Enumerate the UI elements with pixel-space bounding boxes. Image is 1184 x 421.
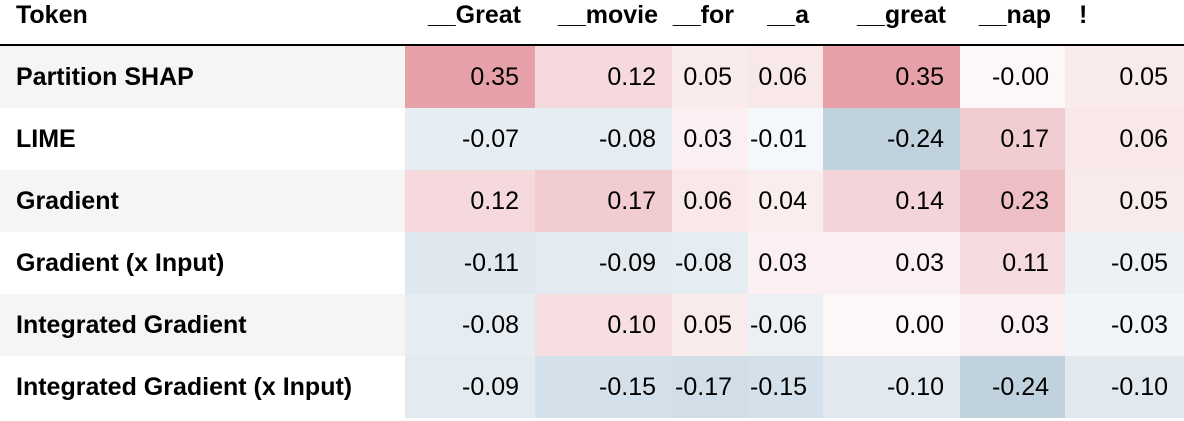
token-column-header: __Great (405, 0, 535, 46)
attribution-cell: -0.03 (1065, 294, 1184, 356)
attribution-cell: -0.09 (405, 356, 535, 418)
attribution-cell: 0.14 (823, 170, 960, 232)
attribution-cell: 0.05 (1065, 45, 1184, 108)
table-row: LIME -0.07 -0.08 0.03 -0.01 -0.24 0.17 0.06 (0, 108, 1184, 170)
method-label: Gradient (0, 170, 405, 232)
attribution-cell: 0.00 (823, 294, 960, 356)
token-column-header: __a (748, 0, 823, 46)
attribution-cell: 0.10 (535, 294, 672, 356)
table-row: Integrated Gradient (x Input) -0.09 -0.15-… (0, 356, 1184, 418)
token-column-header: __for (672, 0, 748, 46)
table-row: Integrated Gradient -0.08 0.10 0.05 -0.06 0.0… (0, 294, 1184, 356)
attribution-cell: 0.05 (672, 45, 748, 108)
attribution-cell: 0.17 (960, 108, 1065, 170)
token-column-header: __nap (960, 0, 1065, 46)
method-label: Integrated Gradient (0, 294, 405, 356)
attribution-cell: -0.24 (823, 108, 960, 170)
attribution-cell: -0.08 (535, 108, 672, 170)
table-row: Partition SHAP 0.35 0.12 0.05 0.06 0.35 -0.00 0… (0, 45, 1184, 108)
attribution-cell: -0.11 (405, 232, 535, 294)
attribution-cell: 0.11 (960, 232, 1065, 294)
attribution-cell: -0.15 (748, 356, 823, 418)
table-row: Gradient (x Input) -0.11 -0.09 -0.08 0.03 0.0… (0, 232, 1184, 294)
attribution-cell: -0.07 (405, 108, 535, 170)
attribution-cell: -0.17 (672, 356, 748, 418)
attribution-cell: -0.10 (1065, 356, 1184, 418)
attribution-cell: -0.08 (672, 232, 748, 294)
attribution-cell: -0.24 (960, 356, 1065, 418)
attribution-cell: 0.35 (405, 45, 535, 108)
attribution-cell: 0.03 (960, 294, 1065, 356)
method-label: LIME (0, 108, 405, 170)
method-label: Partition SHAP (0, 45, 405, 108)
attribution-cell: -0.10 (823, 356, 960, 418)
attribution-cell: -0.06 (748, 294, 823, 356)
attribution-cell: 0.06 (672, 170, 748, 232)
attribution-cell: -0.05 (1065, 232, 1184, 294)
attribution-cell: 0.17 (535, 170, 672, 232)
attribution-cell: -0.09 (535, 232, 672, 294)
method-label: Integrated Gradient (x Input) (0, 356, 405, 418)
attribution-cell: 0.23 (960, 170, 1065, 232)
token-column-header: ! (1065, 0, 1184, 46)
attribution-cell: 0.05 (672, 294, 748, 356)
attribution-cell: 0.03 (748, 232, 823, 294)
attribution-cell: -0.08 (405, 294, 535, 356)
token-column-header: __movie (535, 0, 672, 46)
attribution-cell: 0.35 (823, 45, 960, 108)
attribution-cell: 0.12 (405, 170, 535, 232)
header-row: Token __Great __movie __for __a __great … (0, 0, 1184, 46)
attribution-cell: 0.04 (748, 170, 823, 232)
attribution-cell: 0.05 (1065, 170, 1184, 232)
attribution-cell: -0.15 (535, 356, 672, 418)
method-label: Gradient (x Input) (0, 232, 405, 294)
attribution-cell: 0.12 (535, 45, 672, 108)
table-row: Gradient 0.12 0.17 0.06 0.04 0.14 0.23 0.05 (0, 170, 1184, 232)
attribution-cell: -0.01 (748, 108, 823, 170)
attribution-cell: 0.03 (672, 108, 748, 170)
attribution-cell: 0.06 (1065, 108, 1184, 170)
token-header: Token (0, 0, 405, 46)
attribution-cell: 0.06 (748, 45, 823, 108)
attribution-cell: 0.03 (823, 232, 960, 294)
attribution-cell: -0.00 (960, 45, 1065, 108)
token-column-header: __great (823, 0, 960, 46)
